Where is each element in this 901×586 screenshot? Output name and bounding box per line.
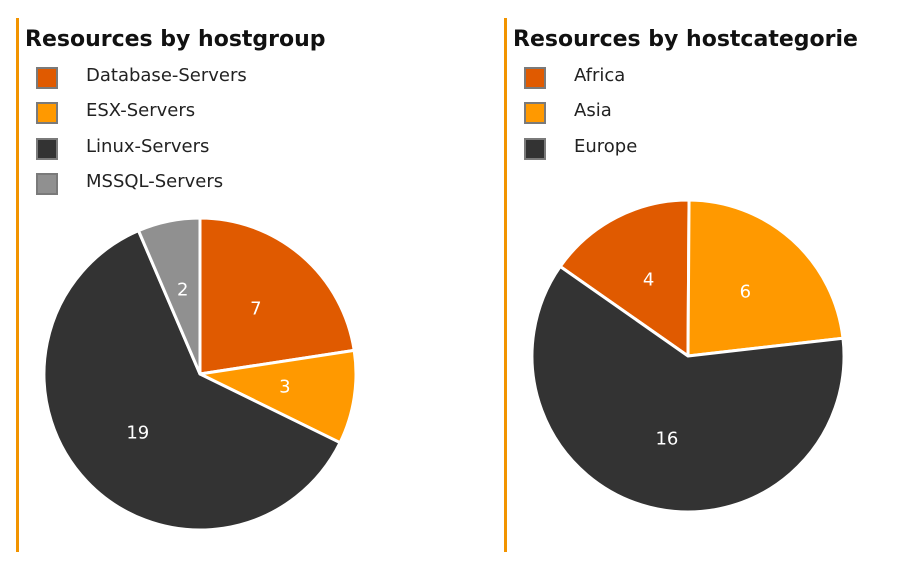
- legend-label: Linux-Servers: [86, 135, 210, 157]
- legend-label: Africa: [574, 65, 626, 86]
- pie-value-label-database-servers: 7: [250, 298, 261, 319]
- legend-label: Asia: [574, 100, 612, 122]
- pie-slice-linux-servers: [42, 229, 342, 532]
- pie-slice-database-servers: [198, 216, 356, 376]
- legend-swatch: [524, 137, 546, 160]
- legend-swatch: [36, 137, 58, 160]
- pie-slice-esx-servers: [198, 348, 358, 445]
- legend-label: ESX-Servers: [86, 100, 196, 122]
- chart-panel-hostgroup: Resources by hostgroup Database-Servers …: [16, 18, 489, 552]
- pie-value-label-europe: 16: [655, 429, 678, 450]
- pie-value-label-mssql-servers: 2: [177, 280, 188, 301]
- legend-label: Database-Servers: [86, 65, 247, 86]
- pie-slice-mssql-servers: [136, 216, 202, 376]
- pie-slice-asia: [686, 198, 845, 358]
- legend-swatch: [36, 102, 58, 125]
- chart-panel-hostcategorie: Resources by hostcategorie Africa Asia E…: [504, 18, 897, 552]
- pie-chart-hostgroup: 7 3 19 2: [42, 216, 358, 532]
- legend-label: MSSQL-Servers: [86, 170, 224, 192]
- legend-swatch: [36, 172, 58, 195]
- legend-label: Europe: [574, 135, 638, 157]
- legend-swatch: [524, 102, 546, 125]
- pie-value-label-africa: 4: [643, 269, 654, 290]
- legend-swatch: [36, 67, 58, 89]
- pie-chart-hostcategorie: 4 6 16: [530, 198, 846, 514]
- legend-swatch: [524, 67, 546, 89]
- chart-title-hostcategorie: Resources by hostcategorie: [513, 27, 858, 52]
- pie-value-label-esx-servers: 3: [279, 377, 290, 398]
- pie-value-label-asia: 6: [740, 282, 751, 303]
- pie-slice-europe: [530, 265, 846, 514]
- pie-slice-africa: [558, 198, 691, 358]
- chart-title-hostgroup: Resources by hostgroup: [25, 27, 326, 52]
- pie-value-label-linux-servers: 19: [126, 423, 149, 444]
